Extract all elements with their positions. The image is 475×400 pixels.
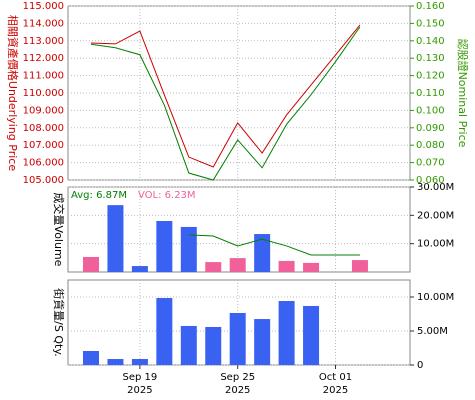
y-tick-label: 10.00M: [417, 292, 454, 303]
y-tick-label: 5.00M: [417, 326, 448, 337]
bar: [107, 359, 124, 365]
x-tick-year: 2025: [225, 385, 250, 396]
y-tick-label: 109.000: [23, 105, 64, 116]
bar: [205, 326, 222, 365]
bar: [180, 325, 197, 365]
bar: [278, 260, 295, 272]
bar: [156, 298, 173, 365]
bar: [83, 350, 99, 365]
y-tick-label: 20.00M: [417, 210, 454, 221]
y-axis-label: 街貨量/S Qty.: [52, 288, 66, 357]
bar: [131, 359, 148, 365]
y2-tick-label: 0.110: [416, 88, 445, 99]
y2-tick-label: 0.060: [416, 175, 445, 186]
y2-tick-label: 0.080: [416, 140, 445, 151]
x-tick-year: 2025: [323, 385, 348, 396]
bar: [254, 234, 271, 272]
y-tick-label: 107.000: [23, 140, 64, 151]
y-tick-label: 0: [417, 360, 423, 371]
bar: [278, 301, 295, 365]
y2-tick-label: 0.100: [416, 105, 445, 116]
x-tick-label: Sep 25: [220, 372, 255, 383]
y2-axis-label: 認股證Nominal Price: [456, 39, 470, 148]
bar: [351, 260, 368, 272]
y2-tick-label: 0.130: [416, 53, 445, 64]
x-tick-label: Oct 01: [319, 372, 352, 383]
bar: [205, 262, 222, 272]
y-tick-label: 30.00M: [417, 182, 454, 193]
y-tick-label: 106.000: [23, 158, 64, 169]
y-tick-label: 110.000: [23, 88, 64, 99]
bar: [83, 256, 99, 272]
price-line: [90, 24, 361, 168]
bar: [156, 221, 173, 272]
bar: [107, 205, 124, 272]
y-tick-label: 10.00M: [417, 239, 454, 250]
price-line: [90, 26, 361, 181]
y2-tick-label: 0.120: [416, 71, 445, 82]
y-tick-label: 111.000: [23, 71, 64, 82]
y-tick-label: 113.000: [23, 36, 64, 47]
y-axis-label: 相關資產價格Underlying Price: [6, 15, 20, 171]
y2-tick-label: 0.140: [416, 36, 445, 47]
avg-line: [188, 234, 360, 256]
bar: [303, 262, 320, 272]
y2-tick-label: 0.160: [416, 1, 445, 12]
y2-tick-label: 0.150: [416, 18, 445, 29]
bar: [303, 305, 320, 365]
bar: [254, 319, 271, 365]
x-tick-year: 2025: [127, 385, 152, 396]
bar: [229, 258, 246, 272]
bar: [229, 312, 246, 365]
y-tick-label: 105.000: [23, 175, 64, 186]
y-tick-label: 112.000: [23, 53, 64, 64]
y-tick-label: 108.000: [23, 123, 64, 134]
y2-tick-label: 0.090: [416, 123, 445, 134]
bar: [131, 266, 148, 272]
y2-tick-label: 0.070: [416, 158, 445, 169]
bar: [180, 226, 197, 272]
y-tick-label: 114.000: [23, 18, 64, 29]
x-tick-label: Sep 19: [123, 372, 158, 383]
legend-avg: Avg: 6.87M: [71, 190, 127, 201]
y-tick-label: 115.000: [23, 1, 64, 12]
legend-vol: VOL: 6.23M: [138, 190, 196, 201]
y-axis-label: 成交量Volume: [52, 193, 66, 267]
